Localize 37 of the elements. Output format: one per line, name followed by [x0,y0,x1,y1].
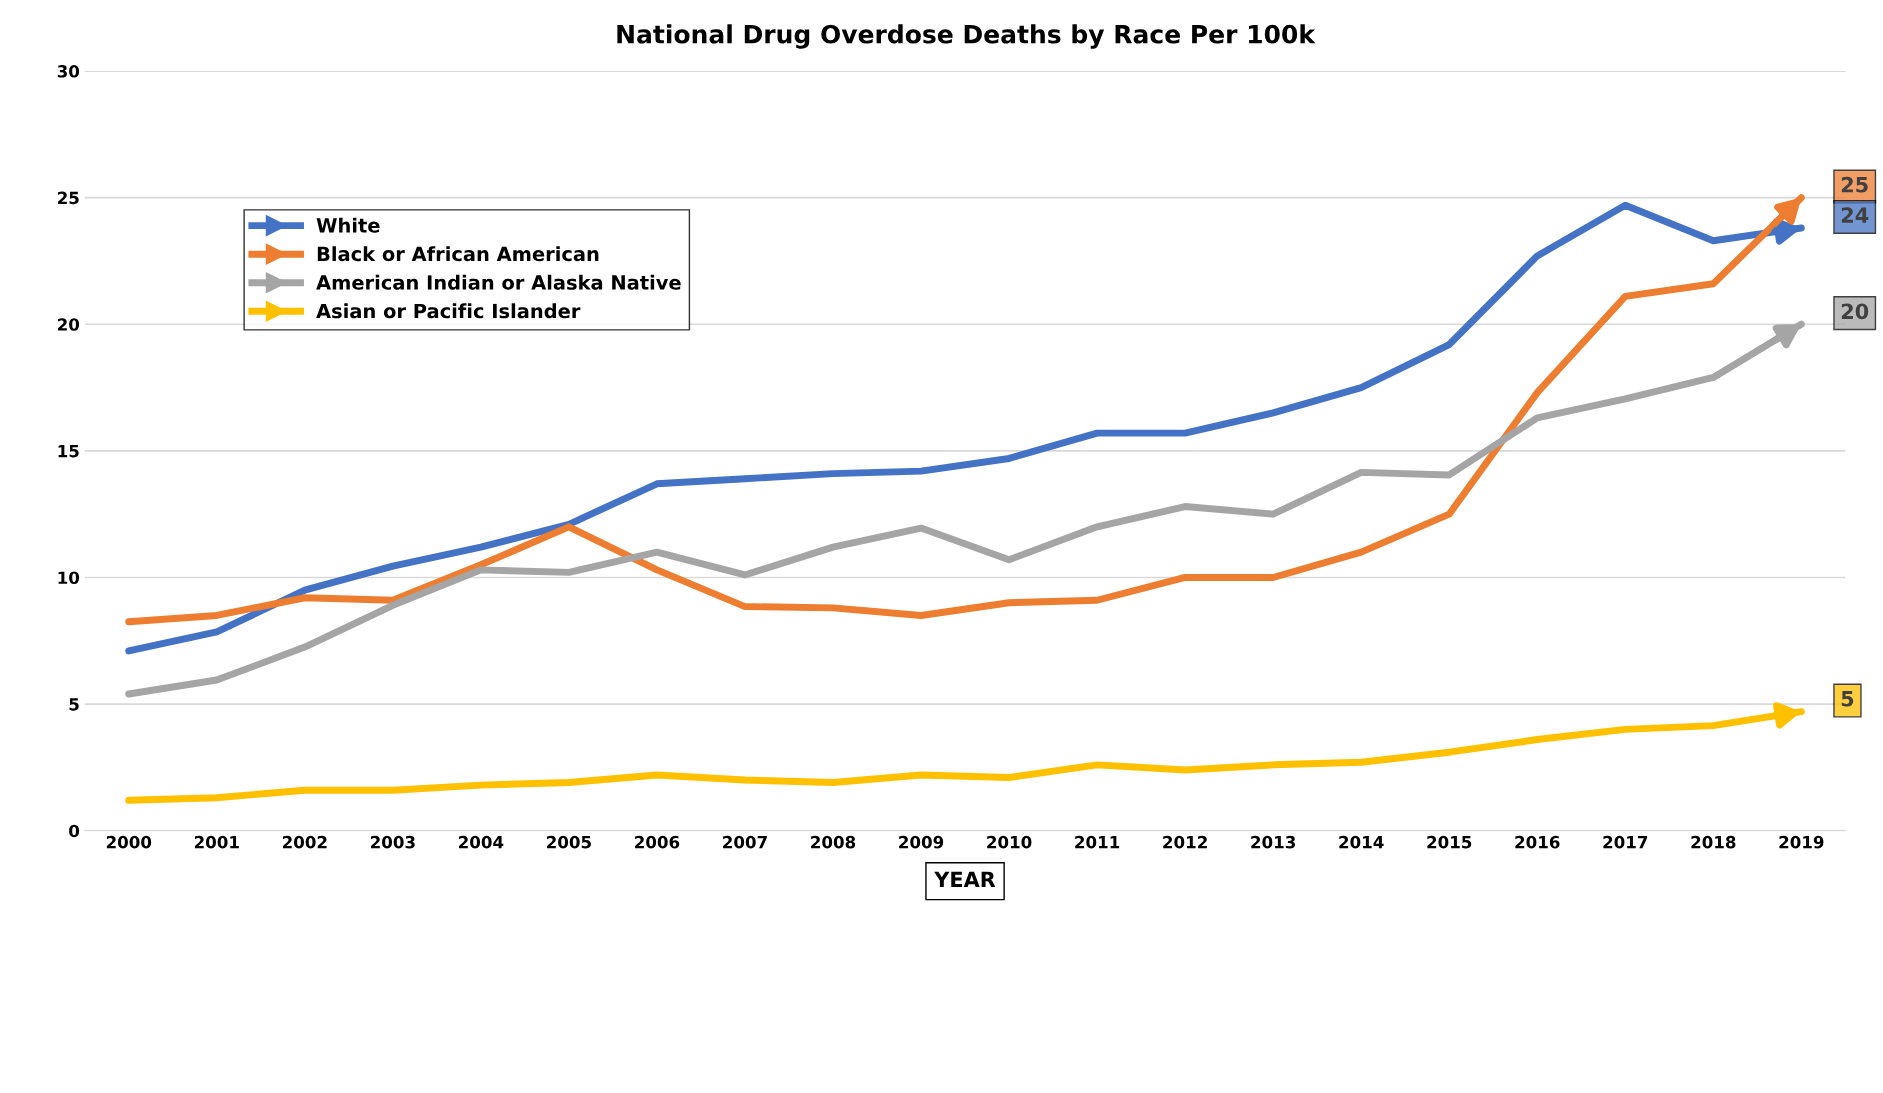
y-tick-label: 10 [58,571,80,585]
y-tick-label: 25 [58,191,79,205]
x-tick-label: 2011 [1075,835,1120,849]
y-tick-label: 5 [69,698,79,711]
x-tick-label: 2001 [194,835,239,849]
chart-title: National Drug Overdose Deaths by Race Per 100k [617,24,1316,49]
legend-label: Black or African American [317,246,599,262]
x-tick-label: 2013 [1251,835,1296,849]
x-tick-label: 2015 [1427,835,1472,849]
y-tick-label: 20 [58,318,80,331]
x-tick-label: 2005 [547,835,591,849]
x-tick-label: 2000 [106,835,152,849]
x-tick-label: 2014 [1339,835,1384,849]
annotation: 5 [1841,691,1854,707]
x-tick-label: 2008 [811,835,856,849]
y-tick-label: 15 [58,445,79,458]
x-tick-label: 2003 [370,835,415,849]
legend-label: American Indian or Alaska Native [316,274,681,290]
x-tick-label: 2007 [723,835,767,849]
y-tick-label: 0 [69,824,80,838]
x-axis-title: YEAR [934,871,996,887]
x-tick-label: 2004 [459,835,504,849]
annotation: 25 [1841,176,1868,193]
legend-label: Asian or Pacific Islander [316,303,581,319]
x-tick-label: 2006 [635,835,680,849]
legend-label: White [316,217,380,233]
x-tick-label: 2010 [987,835,1032,849]
annotation: 24 [1841,207,1869,223]
x-tick-label: 2012 [1163,835,1207,849]
annotation: 20 [1841,303,1869,320]
x-tick-label: 2002 [282,835,327,849]
x-tick-label: 2019 [1779,835,1824,849]
x-tick-label: 2009 [899,835,944,849]
x-tick-label: 2017 [1603,835,1648,849]
x-tick-label: 2016 [1515,835,1560,849]
x-tick-label: 2018 [1691,835,1736,849]
y-tick-label: 30 [57,65,80,78]
